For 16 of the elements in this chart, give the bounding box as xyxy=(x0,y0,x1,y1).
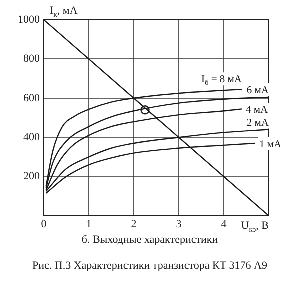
text: Рис. П.3 Характеристики транзистора КТ 3176 А9 xyxy=(32,260,268,272)
y-tick-label: 600 xyxy=(24,92,40,104)
text: б. Выходные характеристики xyxy=(80,234,220,246)
series-label: 4 мА xyxy=(246,105,269,116)
y-tick-label: 200 xyxy=(24,170,40,183)
y-tick-label: 800 xyxy=(24,53,40,66)
x-tick-label: 2 xyxy=(131,218,137,230)
y-tick-label: 1000 xyxy=(18,14,40,26)
series-label: 6 мА xyxy=(246,85,270,96)
x-tick-label: 1 xyxy=(86,218,92,230)
x-tick-label: 3 xyxy=(176,218,182,230)
series-label: 2 мА xyxy=(246,118,270,129)
x-tick-label: 4 xyxy=(221,218,228,230)
y-tick-label: 400 xyxy=(24,131,40,144)
x-tick-label: 0 xyxy=(41,218,48,230)
series-label: 1 мА xyxy=(260,139,282,150)
